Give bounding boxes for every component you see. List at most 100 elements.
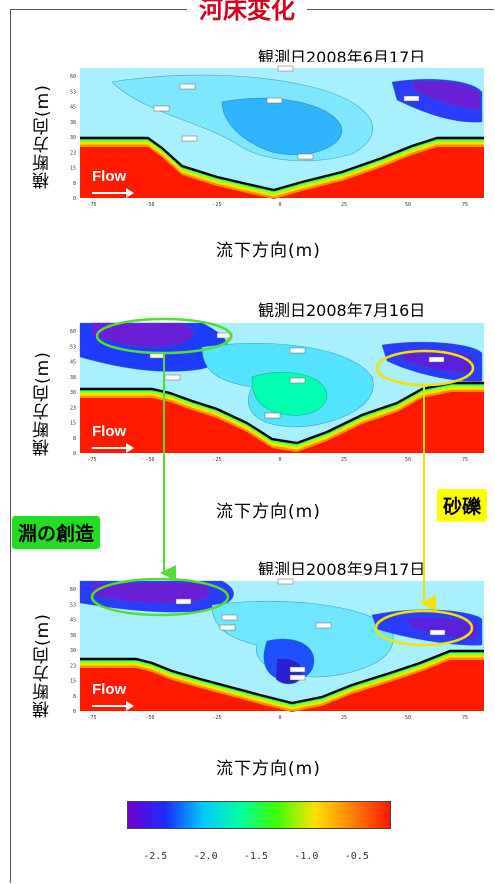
contour-label — [289, 666, 306, 673]
x-tick-label: -75 — [87, 457, 96, 463]
flow-label: Flow — [92, 168, 127, 185]
y-tick-label: 15 — [70, 166, 76, 172]
contour-label — [297, 153, 314, 160]
depth-contour — [411, 80, 481, 111]
contour-svg: 60 53 45 38 30 23 15 8 0 -75 -50 -25 0 25 50 75 — [52, 317, 484, 469]
colorbar-gradient — [128, 802, 390, 828]
y-tick-label: 8 — [73, 436, 76, 442]
x-tick-label: 25 — [341, 457, 347, 463]
colorbar-tick-label: -2.0 — [193, 851, 218, 862]
flow-arrow-icon — [92, 701, 134, 711]
depth-contour — [251, 371, 328, 416]
bank-line — [80, 381, 484, 445]
y-tick-label: 23 — [70, 150, 76, 156]
x-tick-label: 75 — [462, 715, 468, 721]
panel2-plot: 60 53 45 38 30 23 15 8 0 -75 -50 -25 0 25 50 75 Flow — [52, 317, 484, 469]
contour-label — [216, 332, 233, 339]
x-tick-label: 75 — [462, 202, 468, 208]
figure-frame: 河床変化 — [10, 0, 494, 883]
contour-label — [153, 105, 170, 112]
bank-line — [80, 136, 484, 192]
contour-label — [179, 83, 196, 90]
x-tick-label: -50 — [145, 457, 154, 463]
y-tick-label: 30 — [70, 648, 76, 654]
panel3-xlabel: 流下方向(m) — [216, 759, 321, 779]
y-tick-label: 53 — [70, 344, 76, 350]
contour-label — [266, 97, 283, 104]
y-tick-label: 23 — [70, 663, 76, 669]
contour-svg: 60 53 45 38 30 23 15 8 0 -75 -50 -25 0 25 50 75 — [52, 62, 484, 214]
contour-label — [175, 598, 192, 605]
contour-label — [403, 95, 420, 102]
contour-label — [289, 377, 306, 384]
y-tick-label: 60 — [70, 74, 76, 80]
contour-label — [277, 578, 294, 585]
x-tick-label: 75 — [462, 457, 468, 463]
y-tick-label: 53 — [70, 89, 76, 95]
x-tick-label: -50 — [145, 202, 154, 208]
contour-label — [164, 374, 181, 381]
gravel-callout: 砂礫 — [437, 489, 488, 522]
x-tick-label: 50 — [405, 202, 411, 208]
y-tick-label: 38 — [70, 120, 76, 126]
x-tick-label: 0 — [278, 202, 281, 208]
contour-label — [277, 65, 294, 72]
x-tick-label: -25 — [212, 457, 221, 463]
y-tick-label: 0 — [73, 709, 76, 715]
river-bed — [80, 392, 484, 453]
y-tick-label: 23 — [70, 405, 76, 411]
y-tick-label: 0 — [73, 451, 76, 457]
x-tick-label: -75 — [87, 715, 96, 721]
x-tick-label: -75 — [87, 202, 96, 208]
panel2-date: 観測日2008年7月16日 — [258, 301, 426, 320]
flow-arrow-icon — [92, 443, 134, 453]
panel3-plot: 60 53 45 38 30 23 15 8 0 -75 -50 -25 0 25 50 75 Flow — [52, 575, 484, 727]
panel2-xlabel: 流下方向(m) — [216, 502, 321, 522]
flow-label: Flow — [92, 681, 127, 698]
y-tick-label: 8 — [73, 181, 76, 187]
y-tick-label: 0 — [73, 196, 76, 202]
panel1-plot: 60 53 45 38 30 23 15 8 0 -75 -50 -25 0 25 50 75 Flow — [52, 62, 484, 214]
x-tick-label: -25 — [212, 715, 221, 721]
contour-label — [289, 674, 306, 681]
y-tick-label: 8 — [73, 694, 76, 700]
x-tick-label: 0 — [278, 457, 281, 463]
panel1-xlabel: 流下方向(m) — [216, 241, 321, 261]
contour-label — [315, 622, 332, 629]
y-tick-label: 53 — [70, 602, 76, 608]
colorbar-tick-label: -1.5 — [244, 851, 269, 862]
colorbar-tick-label: -1.0 — [294, 851, 319, 862]
x-tick-label: -25 — [212, 202, 221, 208]
colorbar — [127, 801, 391, 829]
contour-label — [221, 614, 238, 621]
x-tick-label: 0 — [278, 715, 281, 721]
contour-label — [428, 356, 445, 363]
x-tick-label: -50 — [145, 715, 154, 721]
y-tick-label: 30 — [70, 390, 76, 396]
depth-contour — [211, 600, 394, 678]
colorbar-svg — [128, 802, 390, 828]
colorbar-tick-label: -2.5 — [143, 851, 168, 862]
contour-label — [264, 412, 281, 419]
flow-label: Flow — [92, 423, 127, 440]
y-tick-label: 38 — [70, 375, 76, 381]
pool-callout: 淵の創造 — [12, 516, 101, 549]
y-tick-label: 15 — [70, 679, 76, 685]
y-tick-label: 45 — [70, 360, 76, 366]
depth-contour — [221, 97, 343, 155]
bank-line — [80, 649, 484, 705]
y-tick-label: 38 — [70, 633, 76, 639]
panel3-date: 観測日2008年9月17日 — [258, 560, 426, 579]
contour-label — [219, 624, 236, 631]
x-tick-label: 25 — [341, 715, 347, 721]
contour-label — [149, 352, 166, 359]
x-tick-label: 50 — [405, 715, 411, 721]
figure-title: 河床変化 — [187, 0, 307, 24]
contour-label — [181, 135, 198, 142]
y-tick-label: 45 — [70, 105, 76, 111]
y-tick-label: 60 — [70, 329, 76, 335]
y-tick-label: 15 — [70, 421, 76, 427]
river-bed — [80, 147, 484, 199]
contour-label — [429, 629, 446, 636]
y-tick-label: 30 — [70, 135, 76, 141]
